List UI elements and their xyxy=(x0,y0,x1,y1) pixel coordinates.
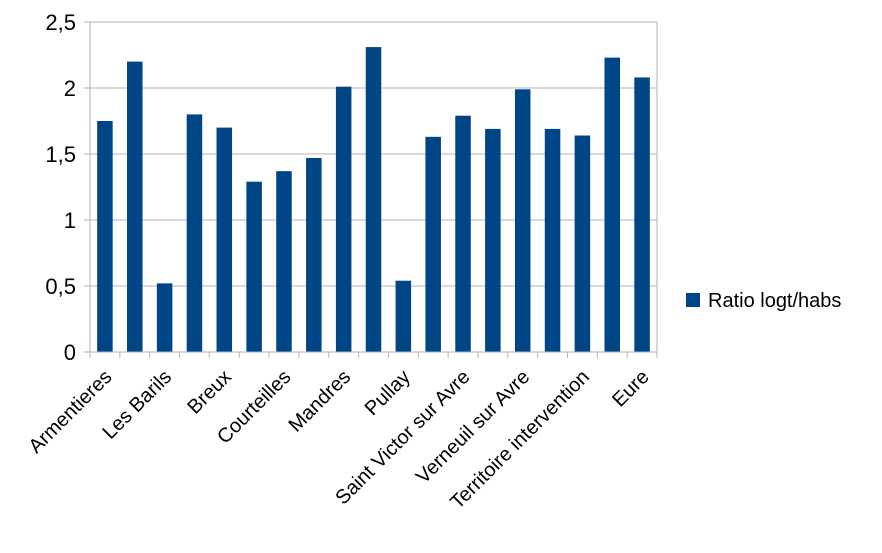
bar xyxy=(335,86,352,353)
legend: Ratio logt/habs xyxy=(686,290,841,312)
bar xyxy=(186,114,203,353)
bar xyxy=(574,135,591,352)
bar xyxy=(485,128,501,352)
y-tick-label: 0,5 xyxy=(45,274,76,299)
bar xyxy=(544,128,561,352)
bar xyxy=(455,115,471,352)
bar xyxy=(216,127,233,352)
y-tick-label: 1,5 xyxy=(45,142,76,167)
y-tick-label: 2,5 xyxy=(45,10,76,35)
bar xyxy=(365,47,382,353)
bars xyxy=(97,47,650,353)
x-tick-label: Breux xyxy=(183,366,236,419)
x-tick-label: Pullay xyxy=(361,366,415,420)
legend-swatch xyxy=(686,293,700,307)
bar xyxy=(246,181,262,352)
bar xyxy=(634,77,650,352)
x-tick-label: Eure xyxy=(608,366,653,411)
bar xyxy=(425,136,441,352)
bar xyxy=(306,157,322,352)
legend-label: Ratio logt/habs xyxy=(708,290,841,312)
bar xyxy=(97,121,113,352)
y-axis-ticks: 0 0,5 1 1,5 2 2,5 xyxy=(45,10,76,365)
bar xyxy=(395,280,412,352)
y-tick-label: 2 xyxy=(64,76,76,101)
y-tick-label: 0 xyxy=(64,340,76,365)
x-tick-label: Mandres xyxy=(285,366,356,437)
bar xyxy=(514,89,531,352)
bar xyxy=(127,61,143,352)
bar xyxy=(156,283,173,352)
y-tick-label: 1 xyxy=(64,208,76,233)
bar xyxy=(604,57,620,352)
x-tick-label: Armentieres xyxy=(25,366,117,458)
bar xyxy=(276,171,292,352)
